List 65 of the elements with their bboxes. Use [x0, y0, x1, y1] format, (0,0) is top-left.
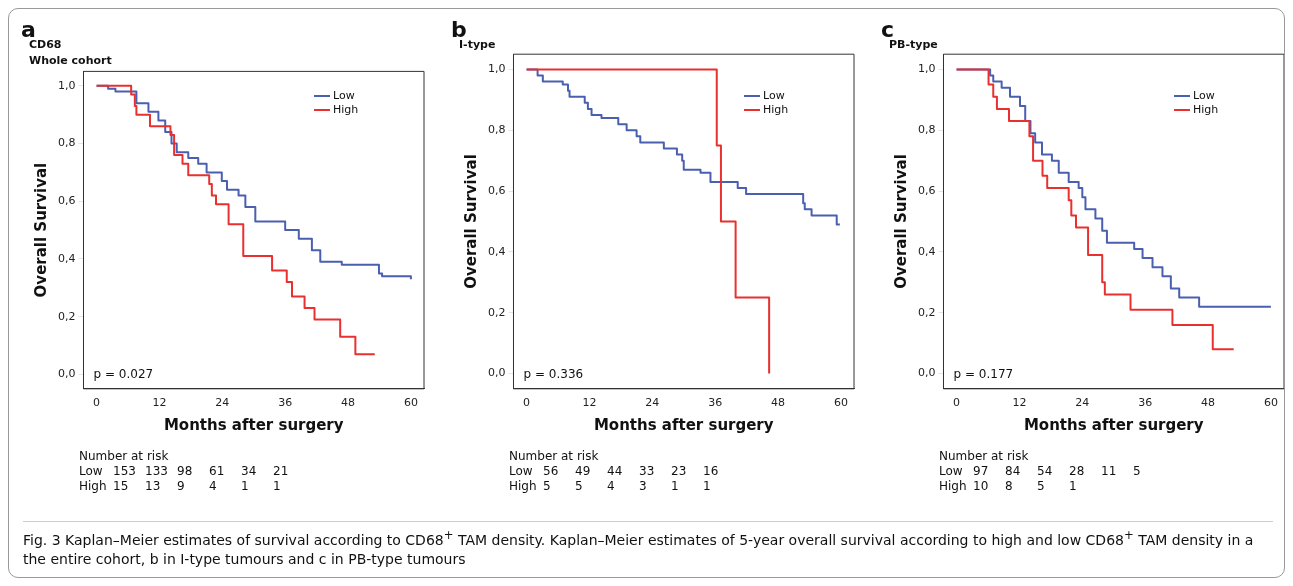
annotation: p = 0.027 — [93, 366, 154, 381]
x-tick-label: 36 — [278, 396, 293, 410]
x-tick-label: 60 — [403, 396, 418, 410]
annotation: p = 0.336 — [523, 366, 584, 381]
legend-label: High — [763, 103, 789, 117]
y-tick-label: 1,0 — [917, 62, 936, 76]
chart-title: CD68 — [29, 38, 62, 52]
text: High 10 8 5 1 — [939, 479, 1077, 493]
y-tick-label: 0,2 — [917, 305, 936, 319]
x-tick-label: 24 — [645, 396, 660, 410]
y-axis-title: Overall Survival — [31, 162, 50, 298]
y-axis-title: Overall Survival — [891, 154, 910, 289]
y-tick-label: 1,0 — [487, 62, 506, 76]
y-tick-label: 0,4 — [57, 251, 76, 265]
x-tick-label: 48 — [771, 396, 786, 410]
y-tick-label: 0,8 — [917, 123, 936, 137]
x-tick-label: 0 — [953, 396, 961, 410]
text: Low 153 133 98 61 34 21 — [79, 464, 289, 478]
legend-label: Low — [333, 89, 355, 103]
chart-subtitle: Whole cohort — [29, 53, 112, 67]
x-tick-label: 24 — [215, 396, 230, 410]
text: Low 97 84 54 28 11 5 — [939, 464, 1141, 478]
x-tick-label: 48 — [1201, 396, 1216, 410]
text: Number at risk — [79, 449, 170, 464]
y-tick-label: 0,8 — [487, 123, 506, 137]
y-tick-label: 0,4 — [487, 244, 506, 258]
legend-label: High — [1193, 103, 1219, 117]
y-tick-label: 0,0 — [487, 366, 506, 380]
x-tick-label: 0 — [523, 396, 531, 410]
legend-label: Low — [1193, 89, 1215, 103]
chart-title: PB-type — [889, 38, 938, 52]
x-tick-label: 48 — [341, 396, 356, 410]
text: Low 56 49 44 33 23 16 — [509, 464, 719, 478]
x-tick-label: 36 — [1138, 396, 1153, 410]
x-tick-label: 12 — [152, 396, 167, 410]
y-tick-label: 0,0 — [57, 367, 76, 381]
chart-title: I-type — [459, 38, 496, 52]
x-tick-label: 0 — [93, 396, 101, 410]
annotation: p = 0.177 — [953, 366, 1014, 381]
x-tick-label: 24 — [1075, 396, 1090, 410]
y-axis-title: Overall Survival — [461, 154, 480, 289]
text: High 15 13 9 4 1 1 — [79, 479, 281, 493]
x-axis-title: Months after surgery — [593, 415, 774, 434]
y-tick-label: 0,4 — [917, 244, 936, 258]
y-tick-label: 0,2 — [57, 309, 76, 323]
legend-label: High — [333, 103, 359, 117]
text: High 5 5 4 3 1 1 — [509, 479, 711, 493]
x-axis-title: Months after surgery — [1023, 415, 1204, 434]
x-tick-label: 36 — [708, 396, 723, 410]
y-tick-label: 1,0 — [57, 78, 76, 92]
x-tick-label: 60 — [833, 396, 848, 410]
y-tick-label: 0,0 — [917, 366, 936, 380]
y-tick-label: 0,2 — [487, 305, 506, 319]
text: Number at risk — [939, 449, 1030, 464]
legend-label: Low — [763, 89, 785, 103]
x-axis-title: Months after surgery — [163, 415, 344, 434]
x-tick-label: 12 — [1012, 396, 1027, 410]
y-tick-label: 0,8 — [57, 136, 76, 150]
text: Fig. 3 Kaplan–Meier estimates of survival according to CD68$^{+}$ TAM density. Kaplan–Meier estimates of 5-year overall survival according to high and low CD68$^{+}$ TAM density in a the entire cohort, b in I-type tumours and c in PB-type tumours — [23, 528, 1254, 567]
y-tick-label: 0,6 — [917, 183, 936, 197]
text: Number at risk — [509, 449, 600, 464]
y-tick-label: 0,6 — [57, 194, 76, 208]
x-tick-label: 12 — [582, 396, 597, 410]
x-tick-label: 60 — [1263, 396, 1278, 410]
y-tick-label: 0,6 — [487, 183, 506, 197]
